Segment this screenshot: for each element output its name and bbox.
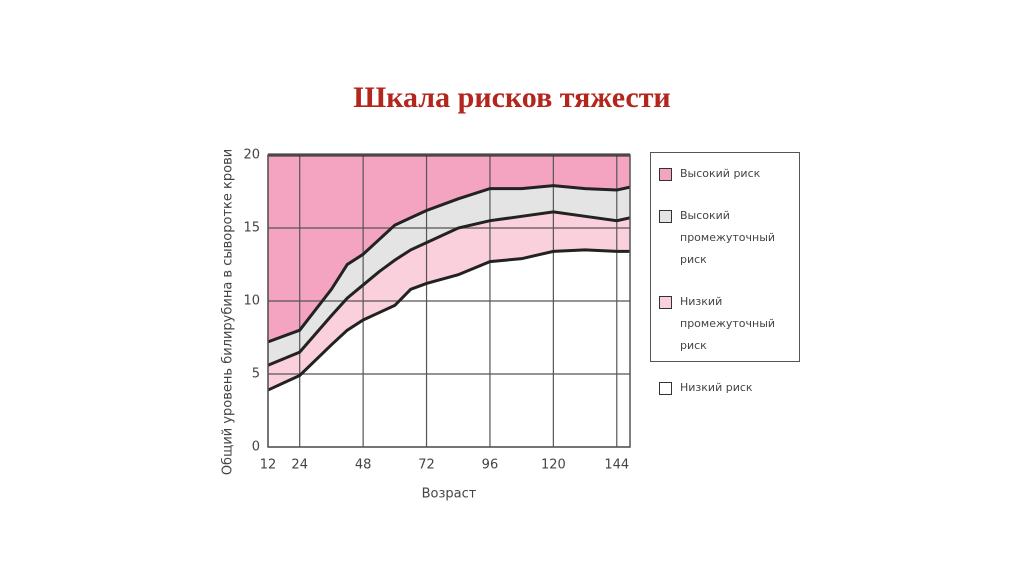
area-band (268, 249, 630, 447)
y-tick-label: 5 (252, 367, 260, 382)
y-tick-label: 10 (243, 294, 260, 309)
plot-frame (267, 154, 631, 448)
band-boundary (267, 184, 631, 344)
x-tick-label: 96 (482, 458, 499, 473)
y-axis-label: Общий уровень билирубина в сыворотке кро… (221, 149, 236, 475)
legend-label: Высокий риск (680, 167, 761, 180)
legend-swatch (659, 382, 672, 395)
legend-item: Высокий промежуточный риск (657, 205, 793, 271)
x-tick-label: 144 (604, 458, 629, 473)
area-band (268, 211, 630, 391)
legend-label: Низкий промежуточный риск (680, 295, 776, 352)
legend-item: Низкий риск (657, 377, 793, 399)
x-axis-label: Возраст (422, 487, 477, 502)
legend-item: Высокий риск (657, 163, 793, 185)
legend-label: Высокий промежуточный риск (680, 209, 776, 266)
y-tick-label: 0 (252, 440, 260, 455)
band-boundary (267, 248, 630, 392)
x-tick-label: 120 (541, 458, 566, 473)
chart-title: Шкала рисков тяжести (353, 81, 670, 114)
area-band (268, 155, 630, 342)
legend-swatch (659, 210, 672, 223)
legend-item: Низкий промежуточный риск (657, 291, 793, 357)
legend-swatch (659, 296, 672, 309)
legend-label: Низкий риск (680, 381, 753, 394)
x-tick-label: 72 (418, 458, 435, 473)
legend-swatch (659, 168, 672, 181)
x-tick-label: 24 (291, 458, 308, 473)
band-boundary (267, 210, 631, 367)
y-tick-label: 15 (243, 221, 260, 236)
legend: Высокий риск Высокий промежуточный риск Ни… (650, 152, 800, 395)
x-tick-label: 12 (260, 458, 277, 473)
x-tick-label: 48 (355, 458, 372, 473)
y-tick-label: 20 (243, 148, 260, 163)
